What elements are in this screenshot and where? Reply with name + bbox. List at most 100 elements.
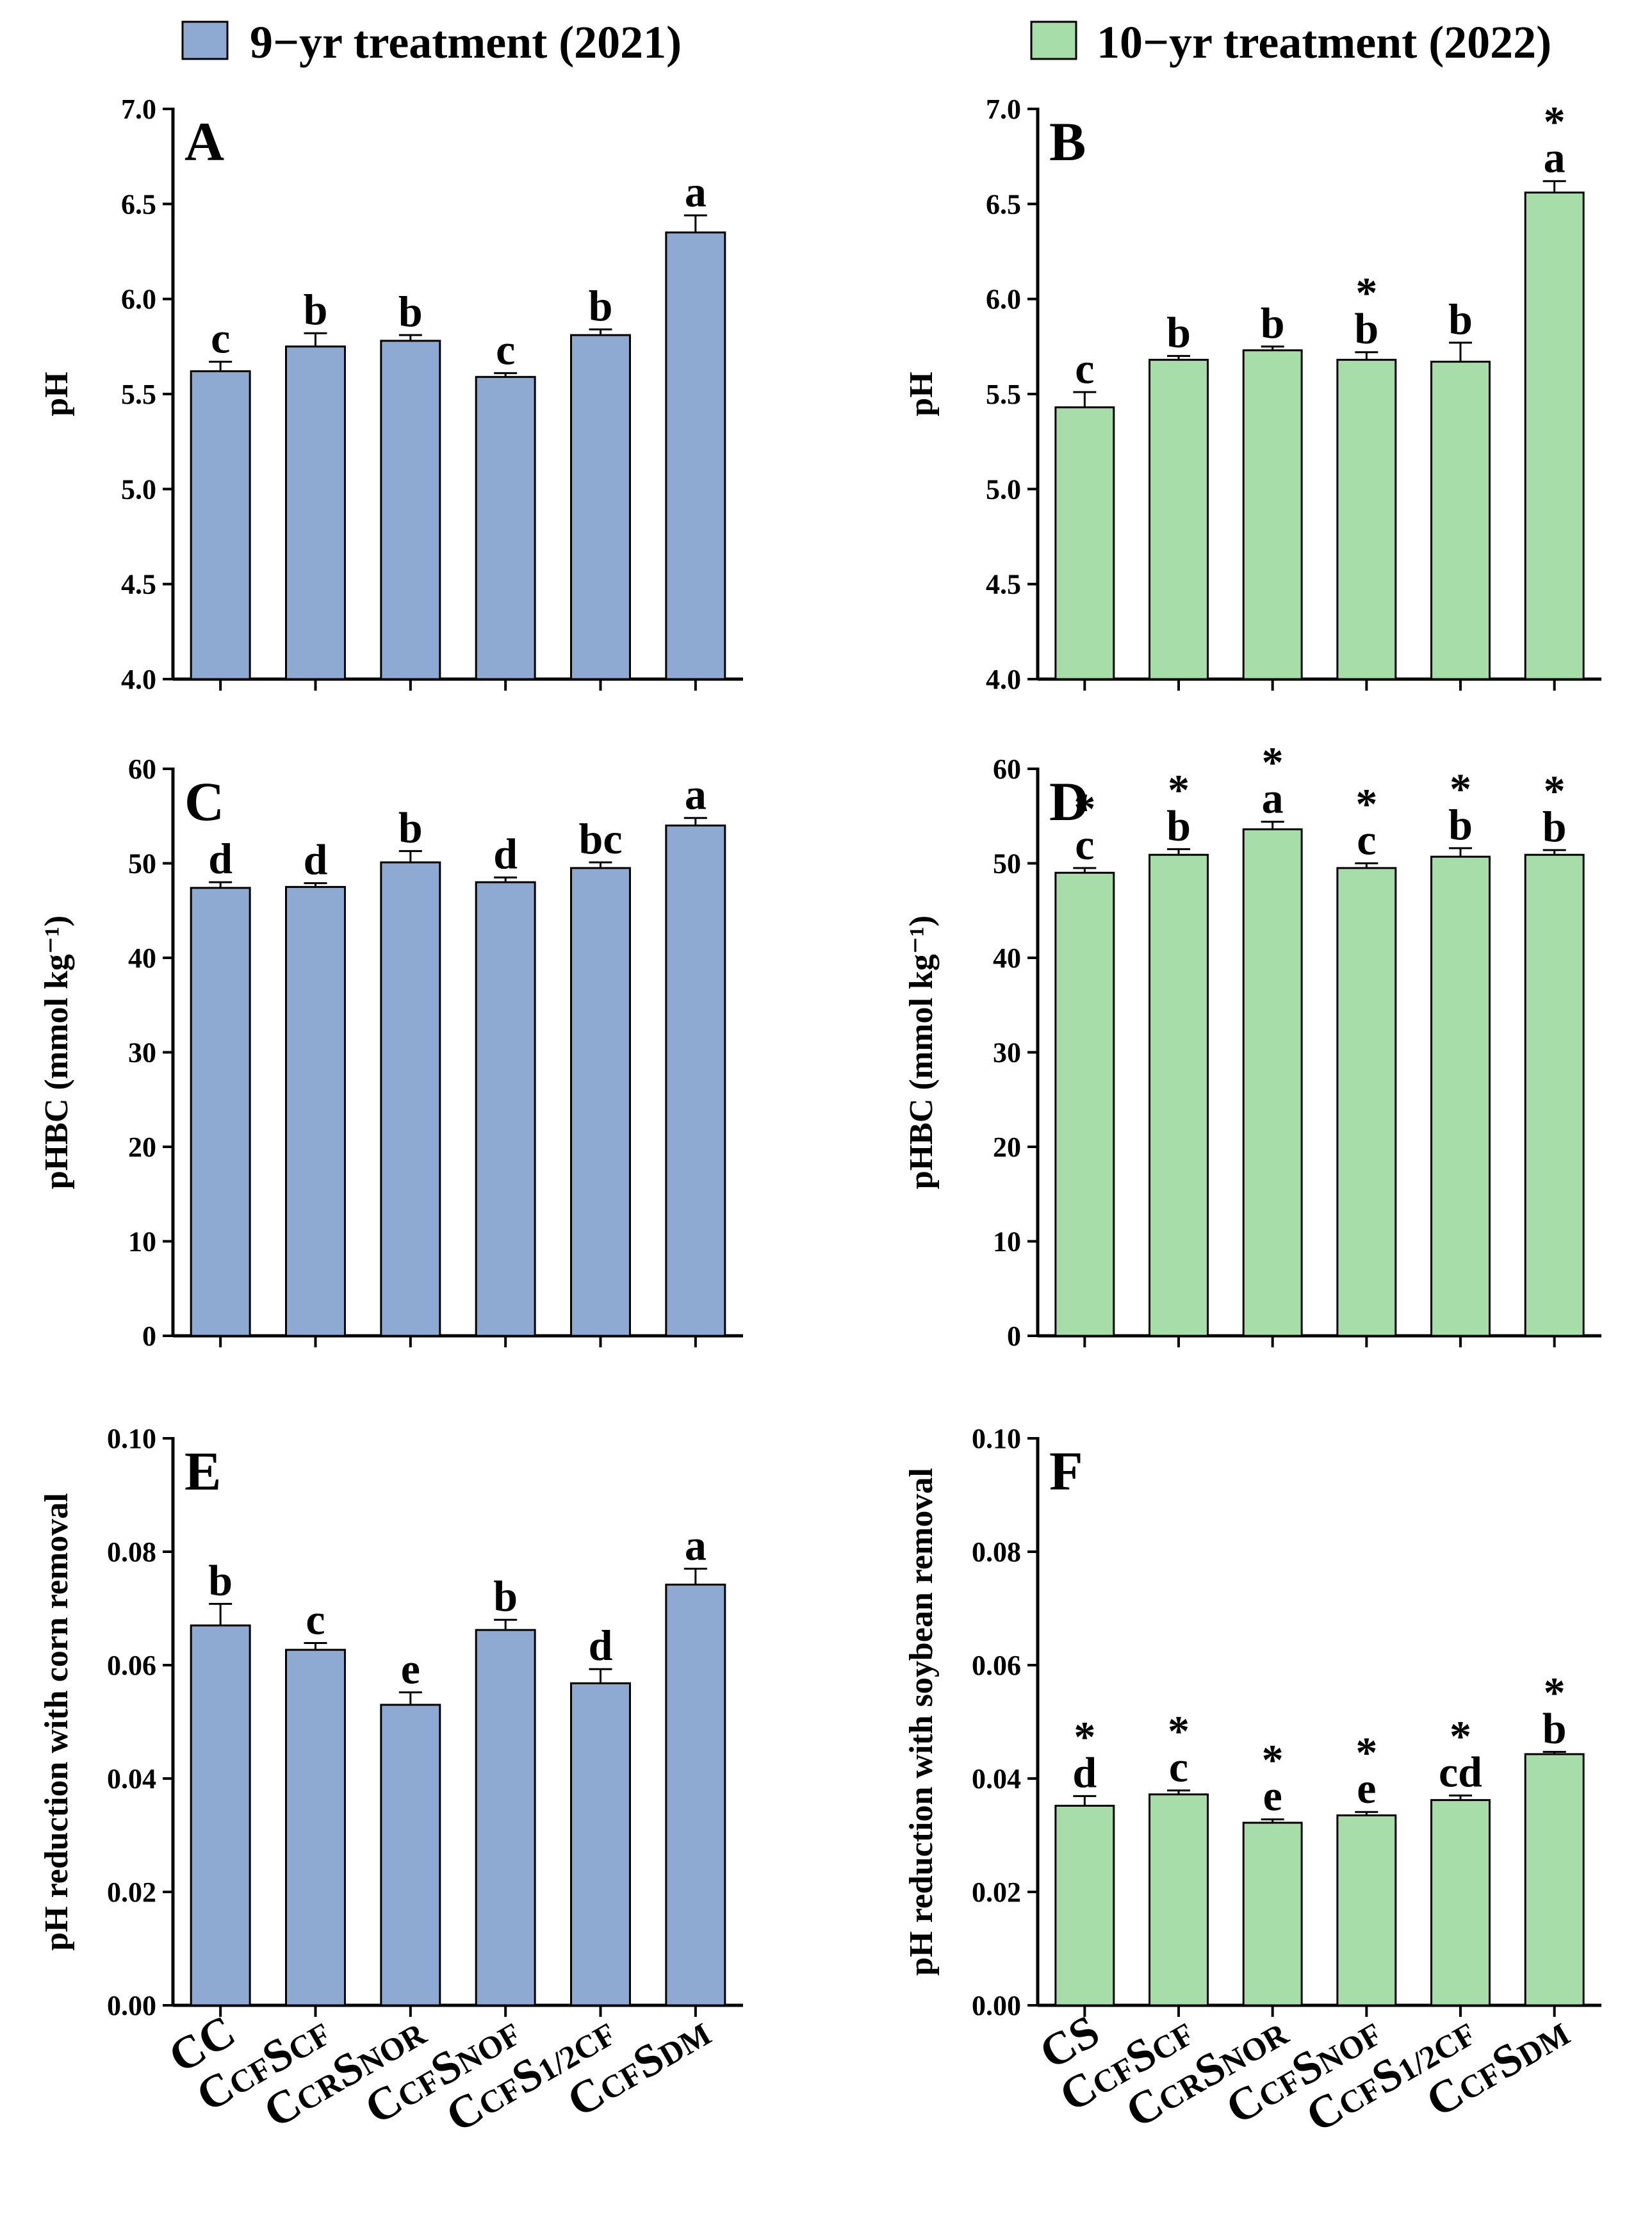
y-axis-title: pHBC (mmol kg⁻¹) [903, 916, 940, 1189]
y-tick-label: 0.04 [972, 1763, 1021, 1795]
bar-group: b* [1430, 764, 1491, 1347]
bar-group: d*CS [1031, 1712, 1115, 2079]
bar [1054, 1804, 1115, 2007]
y-tick-label: 40 [128, 942, 156, 974]
panel-A: 4.0 4.5 5.0 5.5 6.0 6.5 7.0 pH Ac b b c b a [38, 94, 743, 695]
bar [1524, 1753, 1585, 2007]
y-tick-label: 0 [1007, 1320, 1021, 1352]
y-tick-label: 6.5 [986, 188, 1021, 220]
significance-letter: d [493, 830, 518, 878]
bar [1054, 871, 1115, 1337]
bar [570, 334, 631, 680]
y-tick-label: 0.02 [107, 1877, 156, 1908]
y-tick-label: 5.0 [121, 473, 156, 505]
y-tick-label: 30 [993, 1037, 1021, 1069]
panel-label: A [184, 111, 224, 172]
bar-group: bCC [160, 1556, 251, 2083]
bar [380, 861, 441, 1337]
bar-group: b [1430, 295, 1491, 691]
bar-group: b [380, 287, 441, 691]
y-tick-label: 50 [128, 848, 156, 880]
bar [190, 887, 251, 1337]
bar [1524, 853, 1585, 1337]
bar-group: d [475, 830, 536, 1347]
bar [1242, 1821, 1303, 2007]
y-tick-label: 20 [993, 1131, 1021, 1163]
significance-star: * [1450, 764, 1471, 813]
panel-C: 0 10 20 30 40 50 60 pHBC (mmol kg⁻¹) Cd d b d bc a [38, 753, 743, 1352]
bar [190, 1624, 251, 2007]
y-tick-label: 30 [128, 1037, 156, 1069]
y-tick-label: 4.0 [986, 664, 1021, 695]
bar-group: b* [1524, 766, 1585, 1347]
bar [285, 1648, 346, 2007]
bar-group: b [570, 281, 631, 691]
bar-group: c [1054, 344, 1115, 691]
y-tick-label: 6.0 [986, 284, 1021, 315]
y-tick-label: 0.04 [107, 1763, 156, 1795]
significance-letter: e [1263, 1771, 1282, 1820]
y-tick-label: 0 [142, 1320, 156, 1352]
bar [1524, 192, 1585, 680]
bar-group: a [665, 167, 726, 691]
y-tick-label: 0.00 [107, 1990, 156, 2021]
significance-letter: e [1357, 1764, 1376, 1812]
significance-letter: b [1542, 1704, 1567, 1752]
y-tick-label: 5.5 [121, 379, 156, 410]
panel-E: 0.00 0.02 0.04 0.06 0.08 0.10 pH reduction wit… [38, 1423, 743, 2142]
y-tick-label: 20 [128, 1131, 156, 1163]
significance-letter: b [398, 287, 423, 336]
bar [1242, 828, 1303, 1337]
bar [1430, 361, 1491, 680]
panel-label: F [1049, 1440, 1083, 1502]
y-tick-label: 4.0 [121, 664, 156, 695]
bar-group: c* [1054, 784, 1115, 1347]
y-tick-label: 0.08 [107, 1536, 156, 1568]
significance-star: * [1355, 268, 1377, 317]
significance-star: * [1074, 1712, 1095, 1761]
y-tick-label: 10 [128, 1226, 156, 1258]
significance-star: * [1544, 766, 1566, 815]
bar [1430, 1799, 1491, 2007]
bar [1054, 406, 1115, 680]
y-tick-label: 0.08 [972, 1536, 1021, 1568]
significance-letter: b [493, 1572, 518, 1620]
significance-letter: d [208, 834, 233, 883]
bar-group: a* [1242, 738, 1303, 1347]
significance-letter: c [306, 1595, 325, 1643]
y-tick-label: 40 [993, 942, 1021, 974]
significance-letter: b [589, 281, 613, 330]
bar [1336, 359, 1397, 680]
panel-F: 0.00 0.02 0.04 0.06 0.08 0.10 pH reduction wit… [903, 1423, 1601, 2142]
bar-group: a [665, 770, 726, 1347]
bar [665, 1583, 726, 2007]
significance-letter: c [1075, 820, 1094, 869]
significance-letter: e [401, 1644, 420, 1693]
y-tick-label: 7.0 [121, 94, 156, 125]
bar-group: b [380, 803, 441, 1347]
panel-label: C [184, 771, 224, 832]
significance-star: * [1355, 780, 1377, 828]
bar-group: c [190, 314, 251, 691]
bar-group: a* [1524, 97, 1585, 691]
significance-letter: c [211, 314, 230, 363]
bar [1149, 359, 1209, 680]
y-axis-title: pHBC (mmol kg⁻¹) [38, 916, 75, 1189]
significance-star: * [1168, 765, 1190, 814]
significance-letter: c [1169, 1743, 1188, 1791]
bar-group: b [1149, 308, 1209, 691]
y-tick-label: 0.06 [972, 1650, 1021, 1681]
y-axis-title: pH [38, 372, 75, 416]
significance-letter: b [1166, 801, 1191, 850]
significance-star: * [1262, 1736, 1284, 1784]
bar-group: c [475, 325, 536, 691]
legend-label-2021: 9−yr treatment (2021) [250, 17, 682, 68]
legend: 9−yr treatment (2021) 10−yr treatment (2… [181, 17, 1551, 68]
significance-letter: c [1357, 816, 1376, 864]
significance-letter: b [1354, 304, 1378, 353]
significance-letter: a [685, 770, 707, 819]
bar-group: d [190, 834, 251, 1347]
bar [475, 1629, 536, 2007]
y-tick-label: 4.5 [986, 569, 1021, 600]
